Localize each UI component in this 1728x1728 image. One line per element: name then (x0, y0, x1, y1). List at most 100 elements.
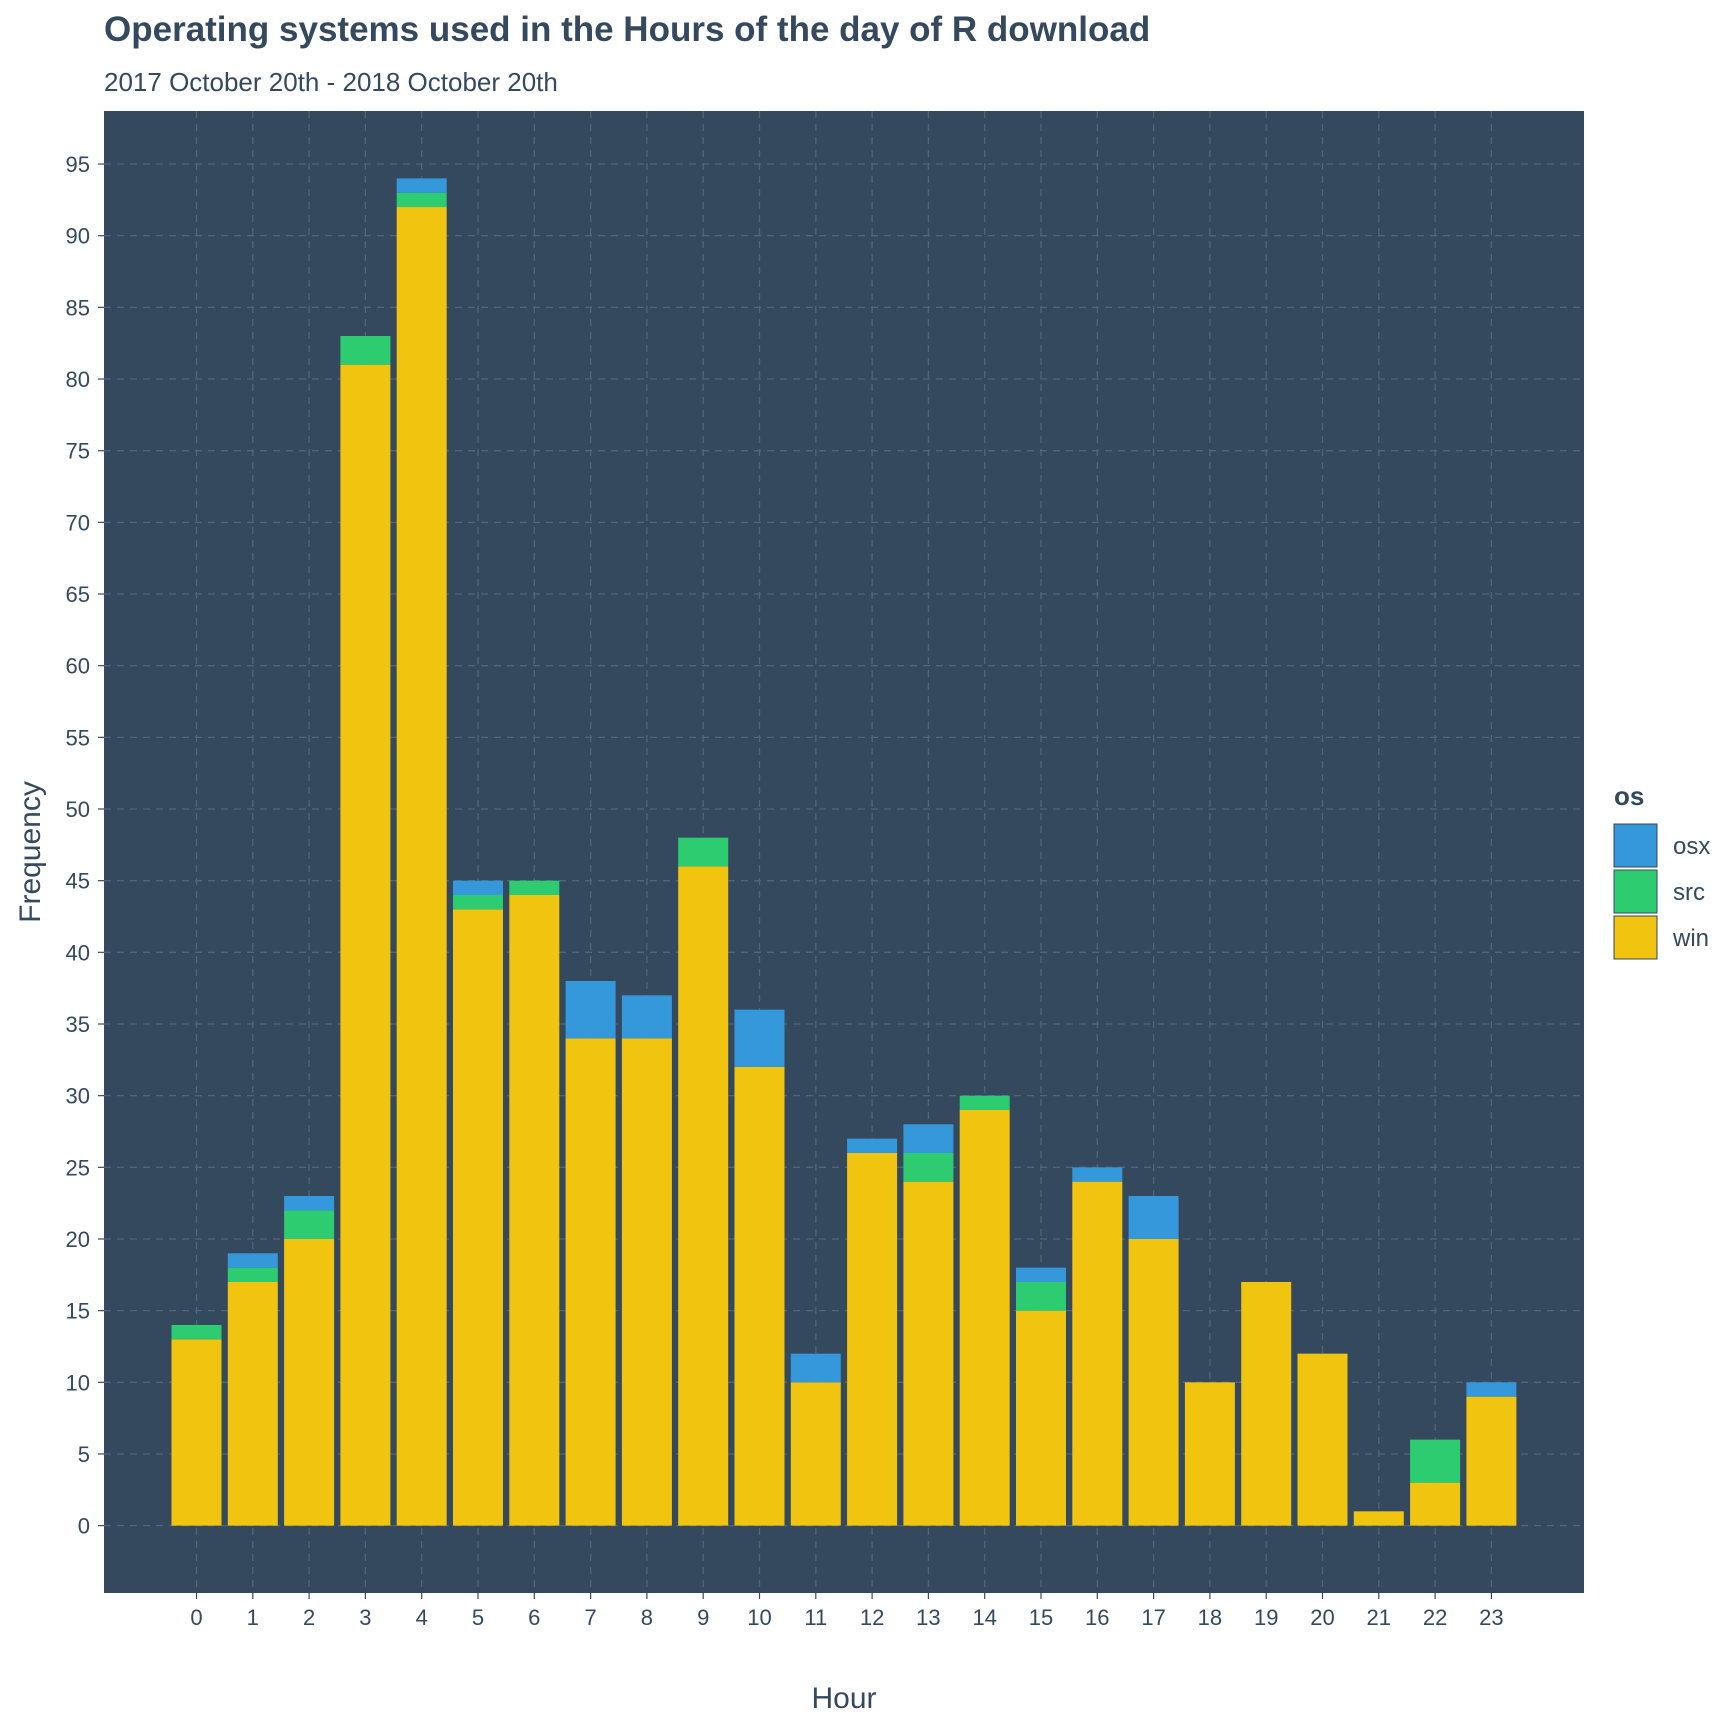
y-tick-label: 95 (66, 152, 90, 177)
bar-osx-2 (284, 1195, 335, 1211)
y-tick-labels: 0 5 10 15 20 25 30 35 40 45 50 55 60 65 70 75 80 85 90 95 (66, 152, 104, 1539)
legend-label-osx: osx (1673, 833, 1710, 860)
y-tick-label: 5 (78, 1442, 90, 1467)
y-tick-label: 90 (66, 224, 90, 249)
bar-win-21 (1353, 1511, 1404, 1526)
y-tick-label: 60 (66, 654, 90, 679)
x-tick-label: 3 (359, 1605, 371, 1630)
x-tick-label: 13 (916, 1605, 940, 1630)
bar-win-0 (171, 1339, 222, 1526)
bar-src-1 (227, 1267, 278, 1282)
bar-osx-16 (1072, 1167, 1123, 1182)
x-tick-label: 18 (1198, 1605, 1222, 1630)
bar-src-9 (678, 837, 729, 867)
bar-win-15 (1016, 1310, 1066, 1526)
bar-osx-1 (227, 1253, 278, 1268)
bar-osx-8 (621, 995, 672, 1039)
bar-win-23 (1466, 1396, 1517, 1526)
bar-win-16 (1072, 1181, 1123, 1526)
bar-osx-5 (453, 880, 503, 895)
legend-key-win (1613, 915, 1658, 960)
legend-label-win: win (1672, 925, 1709, 952)
bar-win-13 (903, 1181, 954, 1526)
x-tick-label: 11 (804, 1605, 827, 1630)
y-tick-label: 45 (66, 869, 90, 894)
bar-win-14 (959, 1109, 1010, 1526)
x-tick-label: 19 (1254, 1605, 1278, 1630)
bar-src-22 (1410, 1439, 1461, 1483)
x-tick-label: 15 (1029, 1605, 1053, 1630)
bar-osx-13 (903, 1124, 954, 1153)
bar-src-15 (1016, 1281, 1066, 1311)
y-tick-label: 40 (66, 940, 90, 965)
bar-win-11 (790, 1382, 841, 1526)
bar-win-5 (453, 909, 503, 1526)
bar-win-18 (1184, 1382, 1235, 1526)
x-tick-label: 12 (860, 1605, 884, 1630)
x-tick-label: 2 (303, 1605, 315, 1630)
bar-win-7 (565, 1038, 616, 1526)
x-tick-label: 22 (1423, 1605, 1447, 1630)
bar-src-13 (903, 1152, 954, 1182)
x-tick-labels: 0 1 2 3 4 5 6 7 8 9 10 11 12 13 14 15 16 17 18 19 20 21 22 23 (190, 1593, 1504, 1630)
x-tick-label: 7 (584, 1605, 596, 1630)
y-tick-label: 75 (66, 439, 90, 464)
bar-win-1 (227, 1281, 278, 1526)
bar-win-22 (1410, 1482, 1461, 1526)
y-tick-label: 35 (66, 1012, 90, 1037)
legend: os osx src win (1613, 781, 1710, 960)
y-tick-label: 80 (66, 367, 90, 392)
bar-src-4 (396, 192, 447, 208)
bar-win-8 (621, 1038, 672, 1526)
bar-win-19 (1241, 1281, 1292, 1526)
bar-win-10 (734, 1066, 785, 1526)
x-tick-label: 5 (472, 1605, 484, 1630)
bar-src-6 (509, 880, 560, 895)
legend-label-src: src (1673, 879, 1705, 906)
x-tick-label: 16 (1085, 1605, 1109, 1630)
legend-key-osx (1613, 823, 1658, 868)
y-tick-label: 70 (66, 510, 90, 535)
bar-osx-23 (1466, 1382, 1517, 1397)
bar-osx-4 (396, 178, 447, 193)
bar-src-2 (284, 1210, 335, 1239)
y-tick-label: 25 (66, 1155, 90, 1180)
chart-title: Operating systems used in the Hours of t… (104, 10, 1151, 49)
y-tick-label: 15 (66, 1299, 90, 1324)
y-tick-label: 85 (66, 295, 90, 320)
y-tick-label: 55 (66, 725, 90, 750)
bar-win-4 (396, 207, 447, 1526)
x-tick-label: 9 (697, 1605, 709, 1630)
bar-win-9 (678, 866, 729, 1526)
y-tick-label: 65 (66, 582, 90, 607)
x-tick-label: 10 (747, 1605, 771, 1630)
bar-osx-17 (1128, 1195, 1179, 1239)
x-tick-label: 6 (528, 1605, 540, 1630)
bar-win-12 (847, 1152, 898, 1526)
y-tick-label: 50 (66, 797, 90, 822)
chart-subtitle: 2017 October 20th - 2018 October 20th (104, 67, 558, 97)
bar-win-3 (340, 364, 391, 1526)
bar-win-2 (284, 1238, 335, 1526)
x-tick-label: 21 (1367, 1605, 1391, 1630)
bar-osx-7 (565, 980, 616, 1039)
x-tick-label: 4 (416, 1605, 428, 1630)
bar-src-14 (959, 1095, 1010, 1110)
bar-win-17 (1128, 1238, 1179, 1526)
bar-osx-15 (1016, 1267, 1066, 1282)
bar-osx-11 (790, 1353, 841, 1383)
y-tick-label: 0 (78, 1514, 90, 1539)
bar-group (171, 178, 1517, 1526)
bar-osx-10 (734, 1009, 785, 1067)
x-tick-label: 0 (190, 1605, 202, 1630)
y-tick-label: 20 (66, 1227, 90, 1252)
bar-src-0 (171, 1324, 222, 1340)
bar-src-3 (340, 336, 391, 365)
legend-key-src (1613, 869, 1658, 914)
bar-win-6 (509, 894, 560, 1526)
x-tick-label: 17 (1141, 1605, 1165, 1630)
x-tick-label: 14 (972, 1605, 996, 1630)
bar-win-20 (1297, 1353, 1348, 1526)
bar-src-5 (453, 894, 503, 910)
